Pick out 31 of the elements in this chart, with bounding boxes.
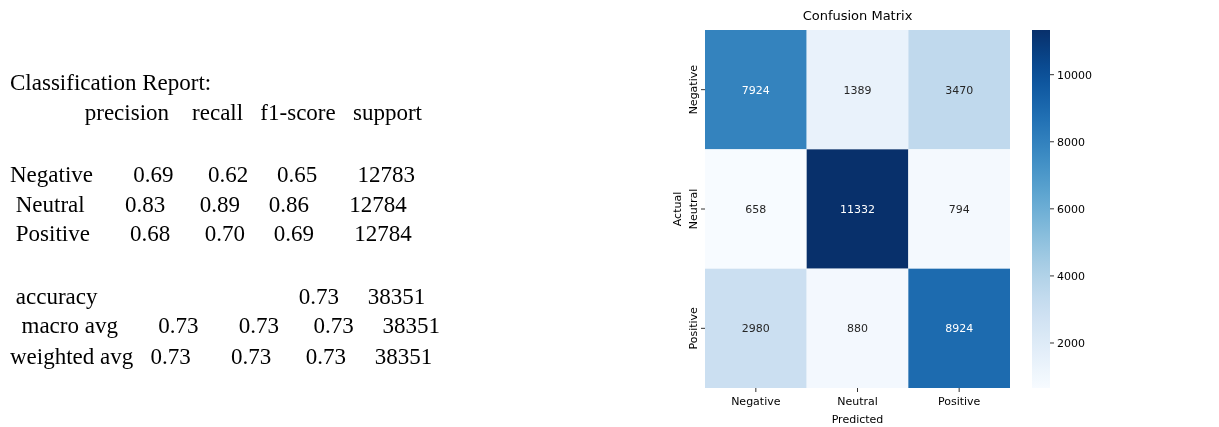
data-label: 658 [745, 203, 767, 216]
data-label: 8924 [945, 322, 974, 336]
text: accuracy 0.73 38351 [10, 284, 426, 309]
color-bar-label: 2000 [1057, 336, 1085, 350]
color-bar-label: 6000 [1057, 202, 1085, 216]
color-bar-label: 4000 [1057, 269, 1085, 283]
text: precision recall f1-score support [10, 100, 423, 125]
data-label: 11332 [840, 203, 875, 216]
x-axis-title: Predicted [831, 413, 884, 426]
text: Neutral 0.83 0.89 0.86 12784 [10, 192, 408, 217]
y-tick-label: Neutral [687, 188, 700, 230]
chart-title: Confusion Matrix [802, 8, 913, 23]
x-tick-label: Neutral [837, 395, 878, 408]
data-label: 7924 [741, 83, 770, 97]
y-tick-label: Positive [687, 306, 700, 350]
data-label: 2980 [741, 322, 770, 336]
data-label: 880 [847, 322, 868, 336]
x-tick-label: Positive [937, 395, 981, 408]
text: Positive 0.68 0.70 0.69 12784 [10, 221, 413, 246]
data-label: 3470 [945, 83, 974, 97]
text: Negative 0.69 0.62 0.65 12783 [10, 162, 416, 187]
y-axis-title: Actual [671, 191, 684, 227]
text: weighted avg 0.73 0.73 0.73 38351 [10, 344, 433, 369]
color-bar-label: 10000 [1057, 68, 1092, 82]
y-tick-label: Negative [687, 64, 700, 115]
data-label: 794 [948, 203, 970, 216]
text: macro avg 0.73 0.73 0.73 38351 [10, 313, 440, 338]
x-tick-label: Negative [731, 395, 781, 408]
data-label: 1389 [843, 83, 872, 97]
color-bar-label: 8000 [1057, 135, 1085, 149]
text: Classification Report: [10, 70, 212, 95]
